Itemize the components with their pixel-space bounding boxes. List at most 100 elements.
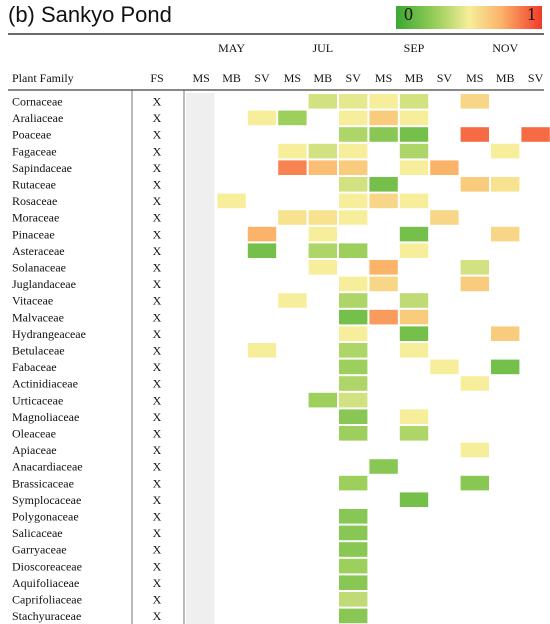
fs-mark: X <box>153 261 162 275</box>
row-label: Asteraceae <box>12 244 65 258</box>
heatmap-cell <box>369 127 398 142</box>
row-label: Juglandaceae <box>12 277 76 291</box>
fs-mark: X <box>153 360 162 374</box>
row-label: Caprifoliaceae <box>12 593 82 607</box>
heatmap-cell <box>247 343 277 358</box>
legend-min-label: 0 <box>404 4 413 24</box>
fs-mark: X <box>153 310 162 324</box>
fs-mark: X <box>153 559 162 573</box>
fs-mark: X <box>153 443 162 457</box>
heatmap-cell <box>308 243 337 258</box>
heatmap-cell <box>339 575 368 590</box>
heatmap-cell <box>278 143 307 159</box>
heatmap-cell <box>339 509 368 524</box>
heatmap-cell <box>308 226 337 242</box>
heatmap-cell <box>308 160 337 175</box>
heatmap-cell <box>339 558 368 574</box>
sub-column-header: MB <box>405 71 424 85</box>
row-label: Solanaceae <box>12 261 66 275</box>
heatmap-cell <box>460 127 489 142</box>
heatmap-cell <box>339 343 368 358</box>
row-label: Oleaceae <box>12 427 56 441</box>
row-label: Apiaceae <box>12 443 57 457</box>
fs-mark: X <box>153 377 162 391</box>
sub-column-header: SV <box>346 71 362 85</box>
fs-mark: X <box>153 294 162 308</box>
heatmap-cell <box>278 293 307 308</box>
fs-mark: X <box>153 609 162 623</box>
fs-mark: X <box>153 510 162 524</box>
heatmap-cell <box>399 309 429 325</box>
fs-mark: X <box>153 427 162 441</box>
fs-mark: X <box>153 227 162 241</box>
heatmap-cell <box>399 426 429 441</box>
heatmap-cell <box>339 243 368 258</box>
heatmap-cell <box>399 492 429 507</box>
fs-mark: X <box>153 277 162 291</box>
fs-mark: X <box>153 393 162 407</box>
month-header: MAY <box>218 41 245 55</box>
heatmap-cell <box>278 160 307 175</box>
fs-mark: X <box>153 161 162 175</box>
row-label: Malvaceae <box>12 310 64 324</box>
heatmap-cell <box>399 409 429 424</box>
heatmap-cell <box>399 127 429 142</box>
row-label: Salicaceae <box>12 526 63 540</box>
heatmap-cell <box>430 160 459 175</box>
row-label: Fabaceae <box>12 360 57 374</box>
heatmap-cell <box>308 143 337 159</box>
heatmap-cell <box>399 143 429 159</box>
heatmap-cell <box>460 276 489 292</box>
heatmap-cell <box>369 276 398 292</box>
heatmap-cell <box>339 110 368 126</box>
row-label: Moraceae <box>12 211 59 225</box>
row-label: Poaceae <box>12 128 51 142</box>
month-header: NOV <box>492 41 518 55</box>
heatmap-cell <box>399 293 429 308</box>
may-ms-shade <box>186 93 215 624</box>
heatmap-cell <box>308 210 337 225</box>
fs-mark: X <box>153 194 162 208</box>
heatmap-cell <box>430 359 459 375</box>
heatmap-cell <box>339 409 368 424</box>
heatmap-cell <box>339 293 368 308</box>
heatmap-cell <box>369 260 398 275</box>
heatmap-cell <box>339 608 368 624</box>
month-header: JUL <box>312 41 333 55</box>
fs-mark: X <box>153 344 162 358</box>
row-label: Betulaceae <box>12 344 65 358</box>
heatmap-cell <box>339 177 368 192</box>
sub-column-header: MB <box>222 71 241 85</box>
fs-mark: X <box>153 178 162 192</box>
heatmap-cell <box>339 359 368 375</box>
heatmap-cell <box>369 177 398 192</box>
fs-mark: X <box>153 211 162 225</box>
heatmap-cell <box>491 226 520 242</box>
heatmap-cell <box>399 243 429 258</box>
heatmap-cell <box>308 260 337 275</box>
heatmap-cell <box>399 343 429 358</box>
heatmap-cell <box>399 226 429 242</box>
sub-column-header: SV <box>254 71 270 85</box>
heatmap-cell <box>430 210 459 225</box>
heatmap-cell <box>339 542 368 557</box>
row-label: Rutaceae <box>12 178 56 192</box>
heatmap-cell <box>399 110 429 126</box>
fs-mark: X <box>153 460 162 474</box>
row-label: Hydrangeaceae <box>12 327 86 341</box>
fs-header: FS <box>150 71 163 85</box>
fs-mark: X <box>153 327 162 341</box>
heatmap-cell <box>369 94 398 109</box>
fs-mark: X <box>153 526 162 540</box>
heatmap-cell <box>339 475 368 491</box>
row-label: Actinidiaceae <box>12 377 78 391</box>
heatmap-cell <box>278 110 307 126</box>
sub-column-header: MS <box>466 71 483 85</box>
row-label: Rosaceae <box>12 194 57 208</box>
heatmap-cell <box>247 243 277 258</box>
heatmap-cell <box>339 525 368 541</box>
row-label: Symplocaceae <box>12 493 81 507</box>
month-header: SEP <box>404 41 425 55</box>
row-label: Stachyuraceae <box>12 609 81 623</box>
